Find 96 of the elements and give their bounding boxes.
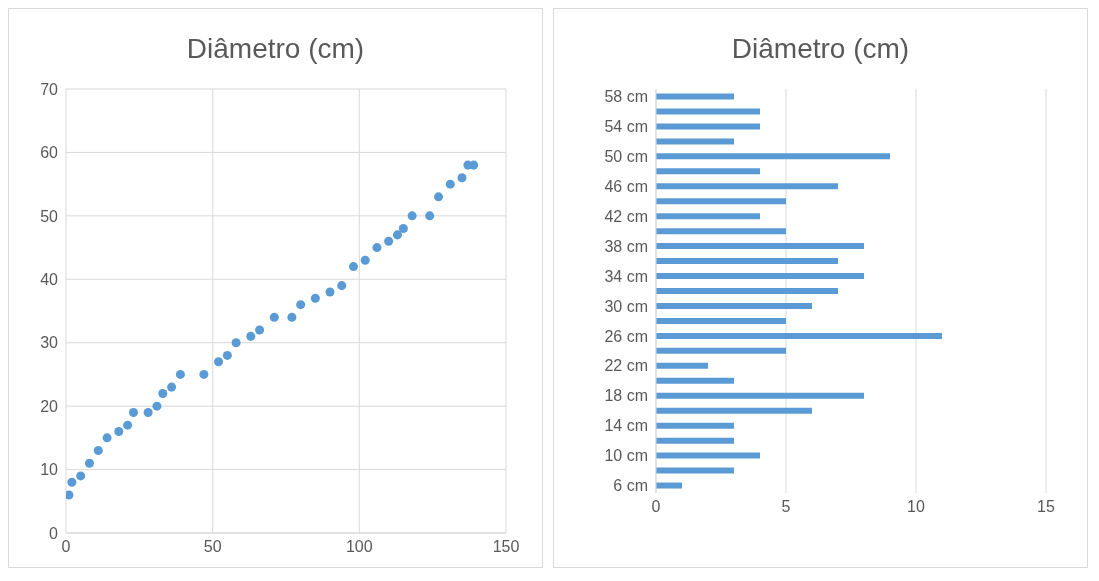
point: [407, 211, 417, 221]
point: [269, 312, 279, 322]
point: [392, 230, 402, 240]
point: [151, 401, 161, 411]
point: [75, 471, 85, 481]
bar: [655, 362, 708, 369]
point: [102, 433, 112, 443]
x-tick-label: 10: [906, 498, 925, 516]
bar: [655, 198, 786, 205]
bar: [655, 422, 734, 429]
x-tick-label: 150: [492, 538, 519, 556]
bar: [655, 317, 786, 324]
y-tick-label: 30: [39, 334, 58, 352]
point: [222, 350, 232, 360]
point: [433, 192, 443, 202]
x-tick-label: 50: [203, 538, 222, 556]
bar: [655, 377, 734, 384]
x-tick-label: 0: [61, 538, 71, 556]
x-tick-label: 5: [781, 498, 791, 516]
x-tick-label: 0: [651, 498, 661, 516]
bar: [655, 168, 760, 175]
y-tick-label: 14 cm: [603, 417, 648, 435]
y-tick-label: 38 cm: [603, 237, 648, 255]
y-tick-label: 50 cm: [603, 148, 648, 166]
y-tick-label: 20: [39, 397, 58, 415]
y-tick-label: 58 cm: [603, 88, 648, 106]
y-tick-label: 42 cm: [603, 207, 648, 225]
bar: [655, 183, 838, 190]
point: [66, 477, 76, 487]
point: [398, 224, 408, 234]
point: [383, 236, 393, 246]
point: [371, 243, 381, 253]
bar: [655, 213, 760, 220]
bar: [655, 228, 786, 235]
point: [245, 331, 255, 341]
bar: [655, 108, 760, 115]
point: [336, 281, 346, 291]
bar: [655, 407, 812, 414]
bar: [655, 288, 838, 295]
y-tick-label: 6 cm: [612, 477, 648, 495]
bar: [655, 482, 682, 489]
y-tick-label: 0: [48, 524, 58, 542]
point: [424, 211, 434, 221]
bar: [655, 392, 864, 399]
point: [254, 325, 264, 335]
point: [310, 293, 320, 303]
chart-title: Diâmetro (cm): [731, 33, 910, 65]
y-tick-label: 10 cm: [603, 447, 648, 465]
y-tick-label: 70: [39, 80, 58, 98]
y-tick-label: 60: [39, 144, 58, 162]
point: [348, 262, 358, 272]
point: [456, 173, 467, 183]
bar: [655, 123, 760, 130]
bar: [655, 93, 734, 100]
bar: [655, 243, 864, 250]
point: [175, 369, 185, 379]
y-tick-label: 26 cm: [603, 327, 648, 345]
x-tick-label: 100: [345, 538, 373, 556]
chart-title: Diâmetro (cm): [186, 33, 365, 65]
point: [445, 179, 455, 189]
bar: [655, 138, 734, 145]
point: [198, 369, 208, 379]
bar: [655, 332, 942, 339]
y-tick-label: 54 cm: [603, 118, 648, 136]
y-tick-label: 18 cm: [603, 387, 648, 405]
bar: [655, 153, 890, 160]
bar: [655, 273, 864, 280]
point: [65, 490, 73, 500]
point: [166, 382, 176, 392]
bar: [655, 302, 812, 309]
y-tick-label: 40: [39, 270, 58, 288]
point: [113, 427, 123, 437]
bar: [655, 467, 734, 474]
y-tick-label: 10: [39, 461, 58, 479]
bar: [655, 258, 838, 265]
point: [157, 388, 167, 398]
x-tick-label: 15: [1036, 498, 1055, 516]
point: [84, 458, 94, 468]
point: [122, 420, 132, 430]
bar: [655, 437, 734, 444]
point: [324, 287, 335, 297]
bar: [655, 452, 760, 459]
point: [295, 300, 305, 310]
y-tick-label: 30 cm: [603, 297, 648, 315]
point: [128, 407, 138, 417]
y-tick-label: 50: [39, 207, 58, 225]
y-tick-label: 46 cm: [603, 177, 648, 195]
y-tick-label: 22 cm: [603, 357, 648, 375]
point: [286, 312, 296, 322]
point: [143, 407, 153, 417]
point: [93, 446, 103, 456]
bar: [655, 347, 786, 354]
point: [231, 338, 241, 348]
point: [213, 357, 223, 367]
point: [360, 255, 370, 265]
y-tick-label: 34 cm: [603, 267, 648, 285]
